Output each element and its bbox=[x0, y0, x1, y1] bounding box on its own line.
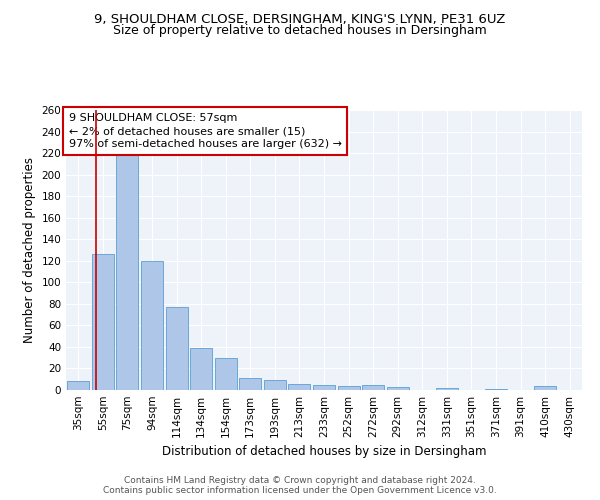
Bar bbox=[116, 155, 139, 390]
Text: 9, SHOULDHAM CLOSE, DERSINGHAM, KING'S LYNN, PE31 6UZ: 9, SHOULDHAM CLOSE, DERSINGHAM, KING'S L… bbox=[94, 12, 506, 26]
Y-axis label: Number of detached properties: Number of detached properties bbox=[23, 157, 36, 343]
Text: Contains public sector information licensed under the Open Government Licence v3: Contains public sector information licen… bbox=[103, 486, 497, 495]
Bar bbox=[436, 388, 458, 390]
Bar bbox=[338, 386, 359, 390]
Bar bbox=[190, 348, 212, 390]
Bar bbox=[289, 384, 310, 390]
Bar bbox=[166, 307, 188, 390]
Bar bbox=[534, 386, 556, 390]
Text: Size of property relative to detached houses in Dersingham: Size of property relative to detached ho… bbox=[113, 24, 487, 37]
X-axis label: Distribution of detached houses by size in Dersingham: Distribution of detached houses by size … bbox=[162, 446, 486, 458]
Bar bbox=[264, 380, 286, 390]
Bar bbox=[386, 387, 409, 390]
Bar bbox=[67, 382, 89, 390]
Bar bbox=[313, 384, 335, 390]
Bar bbox=[92, 254, 114, 390]
Text: Contains HM Land Registry data © Crown copyright and database right 2024.: Contains HM Land Registry data © Crown c… bbox=[124, 476, 476, 485]
Bar bbox=[215, 358, 237, 390]
Bar bbox=[485, 389, 507, 390]
Bar bbox=[141, 261, 163, 390]
Bar bbox=[362, 384, 384, 390]
Text: 9 SHOULDHAM CLOSE: 57sqm
← 2% of detached houses are smaller (15)
97% of semi-de: 9 SHOULDHAM CLOSE: 57sqm ← 2% of detache… bbox=[68, 113, 341, 149]
Bar bbox=[239, 378, 262, 390]
